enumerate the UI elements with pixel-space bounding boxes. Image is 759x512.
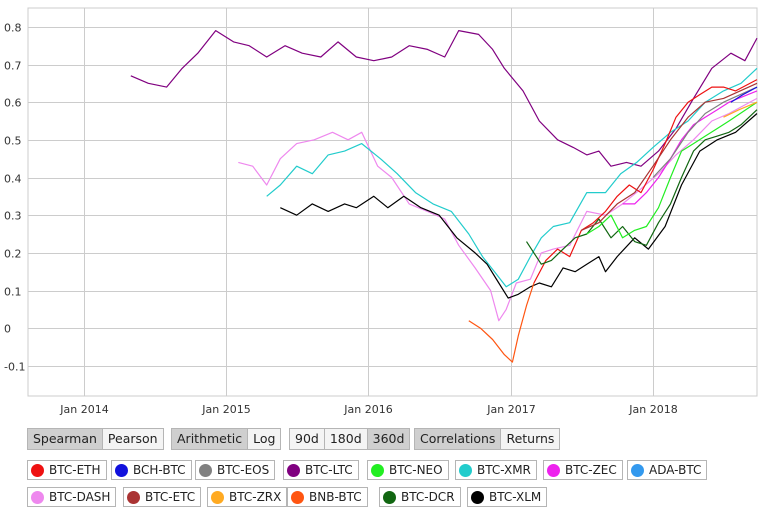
legend-swatch bbox=[127, 490, 140, 504]
y-tick-label: 0.6 bbox=[4, 97, 22, 110]
scale-toggle: Arithmetic Log bbox=[171, 428, 282, 450]
y-axis-tick-labels: -0.1 0 0.1 0.2 0.3 0.4 0.5 0.6 0.7 0.8 bbox=[4, 22, 25, 374]
legend-label: BTC-ZEC bbox=[565, 463, 617, 477]
legend-swatch bbox=[287, 463, 300, 477]
legend-label: BTC-NEO bbox=[389, 463, 443, 477]
legend-label: BTC-XLM bbox=[489, 490, 542, 504]
legend-label: BTC-ETC bbox=[145, 490, 196, 504]
series-line-bnb-btc bbox=[468, 282, 535, 363]
y-tick-label: 0.3 bbox=[4, 210, 22, 223]
y-tick-label: 0.2 bbox=[4, 248, 22, 261]
legend-swatch bbox=[199, 463, 212, 477]
legend-item-btc-etc[interactable]: BTC-ETC bbox=[123, 487, 202, 507]
method-toggle: Spearman Pearson bbox=[27, 428, 164, 450]
legend-label: BCH-BTC bbox=[133, 463, 186, 477]
legend-swatch bbox=[631, 463, 644, 477]
returns-button[interactable]: Returns bbox=[506, 431, 555, 446]
x-tick-label: Jan 2018 bbox=[628, 403, 677, 416]
y-tick-label: 0.1 bbox=[4, 286, 22, 299]
legend-label: BTC-DASH bbox=[49, 490, 111, 504]
legend-item-bnb-btc[interactable]: BNB-BTC bbox=[287, 487, 368, 507]
legend-item-bch-btc[interactable]: BCH-BTC bbox=[111, 460, 192, 480]
legend-item-btc-zec[interactable]: BTC-ZEC bbox=[543, 460, 623, 480]
legend-label: ADA-BTC bbox=[649, 463, 702, 477]
legend-swatch bbox=[211, 490, 224, 504]
legend-swatch bbox=[31, 490, 44, 504]
series-line-btc-zec bbox=[622, 90, 758, 205]
y-tick-label: 0.4 bbox=[4, 173, 22, 186]
series-line-btc-etc bbox=[581, 82, 758, 231]
series-line-btc-xlm bbox=[280, 113, 758, 299]
view-toggle: Correlations Returns bbox=[414, 428, 561, 450]
series-line-bch-btc bbox=[730, 86, 758, 103]
correlations-button[interactable]: Correlations bbox=[415, 429, 502, 449]
window-90d-button[interactable]: 90d bbox=[290, 429, 325, 449]
series-line-btc-neo bbox=[586, 101, 758, 239]
legend-swatch bbox=[115, 463, 128, 477]
chart-plot-area bbox=[130, 30, 758, 363]
x-tick-label: Jan 2014 bbox=[59, 403, 108, 416]
legend-item-btc-eth[interactable]: BTC-ETH bbox=[27, 460, 107, 480]
legend-swatch bbox=[31, 463, 44, 477]
legend-label: BTC-DCR bbox=[401, 490, 455, 504]
legend-label: BTC-EOS bbox=[217, 463, 270, 477]
series-line-btc-eth bbox=[533, 79, 758, 284]
legend-item-ada-btc[interactable]: ADA-BTC bbox=[627, 460, 708, 480]
x-tick-label: Jan 2017 bbox=[486, 403, 535, 416]
chart-grid bbox=[27, 7, 758, 397]
y-tick-label: 0.7 bbox=[4, 60, 22, 73]
legend-label: BTC-XMR bbox=[477, 463, 531, 477]
spearman-button[interactable]: Spearman bbox=[28, 429, 103, 449]
legend-label: BTC-ZRX bbox=[229, 490, 282, 504]
window-180d-button[interactable]: 180d bbox=[325, 429, 368, 449]
pearson-button[interactable]: Pearson bbox=[107, 431, 158, 446]
y-tick-label: 0.5 bbox=[4, 135, 22, 148]
legend-label: BNB-BTC bbox=[309, 490, 362, 504]
log-button[interactable]: Log bbox=[253, 431, 276, 446]
y-tick-label: -0.1 bbox=[4, 361, 25, 374]
legend-swatch bbox=[471, 490, 484, 504]
legend-item-btc-neo[interactable]: BTC-NEO bbox=[367, 460, 449, 480]
legend-item-btc-xmr[interactable]: BTC-XMR bbox=[455, 460, 537, 480]
legend-swatch bbox=[291, 490, 304, 504]
legend-item-btc-eos[interactable]: BTC-EOS bbox=[195, 460, 276, 480]
series-line-btc-ltc bbox=[130, 30, 758, 167]
legend-item-btc-xlm[interactable]: BTC-XLM bbox=[467, 487, 548, 507]
window-360d-button[interactable]: 360d bbox=[367, 429, 410, 449]
series-line-btc-dash bbox=[238, 97, 758, 322]
x-axis-tick-labels: Jan 2014 Jan 2015 Jan 2016 Jan 2017 Jan 2018 bbox=[59, 403, 677, 416]
legend-label: BTC-ETH bbox=[49, 463, 101, 477]
legend-item-btc-zrx[interactable]: BTC-ZRX bbox=[207, 487, 288, 507]
series-line-btc-zrx bbox=[723, 101, 758, 118]
series-line-btc-dcr bbox=[525, 109, 758, 265]
series-line-btc-xmr bbox=[266, 67, 758, 288]
arithmetic-button[interactable]: Arithmetic bbox=[172, 429, 249, 449]
legend-item-btc-dcr[interactable]: BTC-DCR bbox=[379, 487, 461, 507]
y-tick-label: 0.8 bbox=[4, 22, 22, 35]
legend-swatch bbox=[383, 490, 396, 504]
legend-swatch bbox=[547, 463, 560, 477]
legend-label: BTC-LTC bbox=[305, 463, 353, 477]
series-line-btc-eos bbox=[652, 86, 758, 178]
legend-swatch bbox=[371, 463, 384, 477]
x-tick-label: Jan 2016 bbox=[343, 403, 392, 416]
y-tick-label: 0 bbox=[4, 323, 11, 336]
window-toggle: 90d 180d 360d bbox=[289, 428, 411, 450]
x-tick-label: Jan 2015 bbox=[201, 403, 250, 416]
legend-item-btc-ltc[interactable]: BTC-LTC bbox=[283, 460, 359, 480]
legend-swatch bbox=[459, 463, 472, 477]
legend-item-btc-dash[interactable]: BTC-DASH bbox=[27, 487, 117, 507]
plot-border bbox=[27, 7, 758, 397]
correlation-chart: -0.100.10.20.30.40.50.60.70.8 Jan 2014 Ja… bbox=[4, 7, 758, 416]
